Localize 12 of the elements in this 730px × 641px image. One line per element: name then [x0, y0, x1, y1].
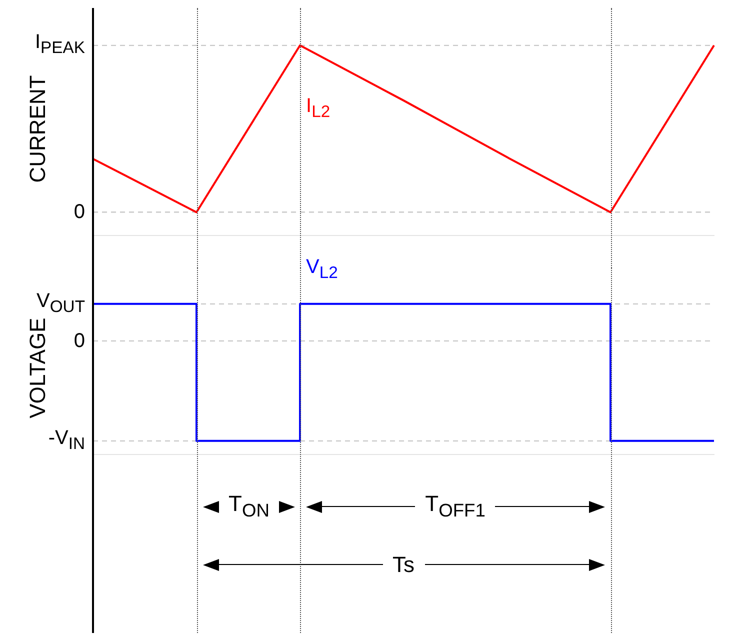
text: T$_{ON}$	[228, 491, 270, 522]
y-axis-title: VOLTAGE	[25, 318, 51, 419]
series-label: I$_{L2}$	[306, 94, 330, 124]
ref-line-label: I$_{PEAK}$	[34, 30, 85, 60]
y-axis-title: CURRENT	[25, 75, 51, 183]
ref-line-label: 0	[74, 200, 85, 224]
series-label: V$_{L2}$	[306, 254, 338, 284]
text: Ts	[392, 552, 416, 578]
ref-line-label: 0	[74, 328, 85, 353]
ref-line-label: -V$_{IN}$	[48, 426, 85, 455]
ref-line-label: V$_{OUT}$	[36, 288, 85, 318]
text: T$_{OFF1}$	[424, 491, 486, 522]
